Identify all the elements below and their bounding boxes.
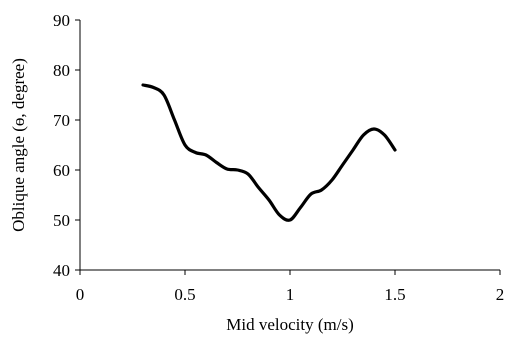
chart-series [141, 83, 397, 222]
x-tick-label: 2 [496, 285, 505, 304]
chart-tick-labels: 40 50 60 70 80 90 0 0.5 1 1.5 2 [53, 11, 504, 304]
y-tick-label: 50 [53, 211, 70, 230]
x-tick-label: 0.5 [174, 285, 195, 304]
y-tick-label: 60 [53, 161, 70, 180]
chart-ticks [75, 19, 501, 275]
y-axis-label: Oblique angle (ɵ, degree) [9, 58, 28, 232]
series-line [141, 83, 397, 222]
x-tick-label: 0 [76, 285, 85, 304]
y-tick-label: 80 [53, 61, 70, 80]
x-tick-label: 1 [286, 285, 295, 304]
y-tick-label: 70 [53, 111, 70, 130]
x-tick-label: 1.5 [384, 285, 405, 304]
x-axis-label: Mid velocity (m/s) [226, 315, 353, 334]
y-tick-label: 90 [53, 11, 70, 30]
chart-axes [79, 20, 500, 271]
y-tick-label: 40 [53, 261, 70, 280]
